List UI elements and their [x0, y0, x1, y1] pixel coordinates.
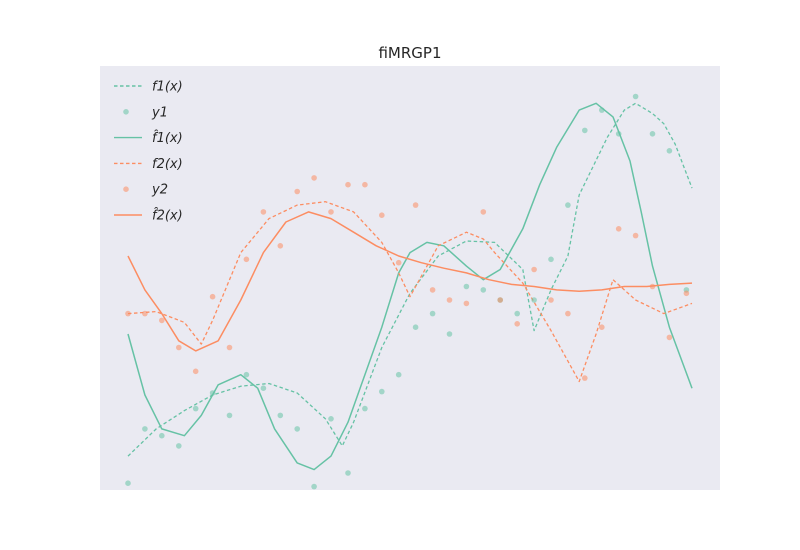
data-point-y1	[395, 371, 402, 378]
data-point-y2	[480, 209, 487, 215]
data-point-y2	[277, 243, 284, 249]
data-point-y1	[243, 371, 250, 378]
data-point-y2	[446, 297, 453, 303]
data-point-y1	[565, 202, 571, 208]
data-point-y1	[632, 93, 639, 100]
data-point-y2	[412, 202, 419, 208]
data-point-y2	[379, 212, 385, 218]
data-point-y1	[294, 426, 301, 432]
legend-item-f1-true: f1(x)	[114, 80, 183, 95]
chart-title: fiMRGP1	[378, 44, 441, 62]
legend-item-y2: y2	[123, 183, 168, 198]
data-point-y2	[632, 232, 639, 239]
plot-area	[100, 66, 720, 490]
data-point-y1	[345, 470, 351, 476]
legend-marker	[123, 186, 129, 192]
data-point-y1	[311, 483, 317, 490]
legend-label: y2	[151, 183, 168, 198]
series-layer	[127, 102, 693, 471]
data-point-y2	[683, 290, 690, 297]
data-point-y2	[142, 310, 148, 317]
legend: f1(x) y1 f̂1(x) f2(x) y2 f̂2(x)	[114, 80, 183, 224]
data-point-y1	[446, 331, 453, 337]
legend-label: y1	[151, 105, 168, 120]
legend-item-f2-hat: f̂2(x)	[114, 208, 183, 224]
data-point-y2	[531, 266, 537, 273]
scatter-layer	[125, 93, 690, 490]
data-point-y1	[582, 127, 588, 134]
data-point-y2	[429, 287, 436, 293]
series-line-f2-true	[127, 201, 693, 383]
data-point-y2	[260, 209, 267, 215]
data-point-y1	[480, 287, 487, 293]
data-point-y1	[615, 131, 622, 137]
data-point-y2	[311, 175, 317, 181]
data-point-y1	[548, 256, 554, 263]
data-point-y2	[497, 297, 504, 303]
series-line-f1-hat	[127, 102, 693, 471]
data-point-y2	[463, 300, 470, 307]
data-point-y2	[514, 321, 520, 327]
data-point-y1	[412, 324, 419, 331]
legend-item-f1-hat: f̂1(x)	[114, 131, 183, 146]
data-point-y2	[209, 293, 216, 300]
data-point-y1	[649, 131, 656, 137]
data-point-y2	[226, 344, 233, 351]
data-point-y1	[429, 310, 436, 317]
data-point-y2	[176, 344, 182, 351]
legend-marker	[123, 109, 129, 115]
legend-label: f̂1(x)	[152, 131, 183, 146]
data-point-y1	[531, 297, 537, 303]
data-point-y2	[395, 259, 402, 266]
data-point-y1	[142, 426, 148, 432]
data-point-y2	[294, 188, 301, 195]
data-point-y2	[565, 310, 571, 317]
legend-item-y1: y1	[123, 105, 168, 120]
data-point-y1	[209, 390, 216, 396]
data-point-y2	[666, 334, 673, 341]
data-point-y1	[192, 405, 199, 412]
data-point-y2	[125, 310, 131, 317]
data-point-y2	[362, 181, 368, 188]
data-point-y1	[125, 480, 131, 487]
data-point-y2	[243, 256, 250, 263]
data-point-y2	[548, 297, 554, 303]
data-point-y1	[176, 443, 182, 449]
legend-label: f̂2(x)	[152, 208, 183, 223]
data-point-y1	[159, 432, 165, 439]
data-point-y1	[379, 388, 385, 395]
data-point-y2	[192, 368, 199, 375]
data-point-y1	[277, 412, 284, 419]
data-point-y2	[649, 283, 656, 290]
data-point-y1	[463, 283, 470, 290]
data-point-y2	[159, 317, 165, 324]
data-point-y2	[599, 324, 605, 331]
data-point-y2	[328, 209, 334, 215]
data-point-y1	[260, 385, 267, 392]
data-point-y1	[226, 412, 233, 419]
data-point-y1	[599, 107, 605, 113]
data-point-y1	[362, 405, 368, 412]
data-point-y2	[615, 226, 622, 232]
legend-label: f2(x)	[152, 157, 183, 172]
series-line-f1-true	[127, 102, 693, 457]
legend-label: f1(x)	[152, 80, 183, 95]
data-point-y2	[345, 181, 351, 188]
data-point-y1	[514, 310, 520, 317]
legend-item-f2-true: f2(x)	[114, 157, 183, 172]
data-point-y2	[582, 375, 588, 381]
data-point-y1	[666, 148, 673, 154]
data-point-y1	[328, 416, 334, 422]
series-line-f2-hat	[127, 211, 693, 352]
